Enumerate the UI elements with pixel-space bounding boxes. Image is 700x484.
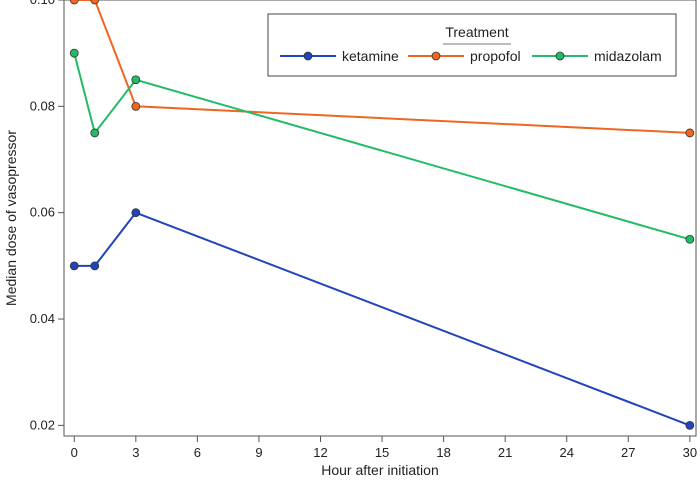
plot-frame [63,0,697,437]
series-ketamine [69,208,695,430]
data-point-propofol [685,128,695,138]
legend-label-midazolam: midazolam [594,48,662,64]
series-line-midazolam [73,52,691,241]
data-point-propofol [90,0,100,5]
legend-marker-ketamine [303,51,313,61]
x-axis: 0 3 6 9 12 15 18 21 24 27 30 [71,436,697,460]
y-axis: 0.02 0.04 0.06 0.08 0.10 [30,0,64,432]
x-tick-label: 18 [436,445,450,460]
y-tick-label: 0.02 [30,417,55,432]
x-tick-label: 15 [375,445,389,460]
legend-marker-propofol [431,51,441,61]
x-tick-label: 6 [194,445,201,460]
x-tick-label: 24 [559,445,573,460]
legend-title: Treatment [445,24,508,40]
y-tick-label: 0.04 [30,311,55,326]
x-tick-label: 0 [71,445,78,460]
data-point-midazolam [69,48,79,58]
series-propofol [69,0,695,138]
x-tick-label: 3 [132,445,139,460]
data-point-propofol [131,101,141,111]
x-tick-label: 9 [255,445,262,460]
legend-box [267,13,677,77]
x-tick-label: 27 [621,445,635,460]
y-tick-label: 0.10 [30,0,55,7]
data-point-midazolam [131,75,141,85]
series-line-ketamine [74,211,691,427]
y-tick-label: 0.06 [30,205,55,220]
series-midazolam [69,48,695,244]
x-tick-label: 12 [313,445,327,460]
data-point-ketamine [131,208,141,218]
y-tick-label: 0.08 [30,98,55,113]
legend-label-ketamine: ketamine [342,48,399,64]
series-line-propofol [74,0,690,134]
x-axis-label: Hour after initiation [321,462,439,478]
data-point-ketamine [90,261,100,271]
data-point-midazolam [90,128,100,138]
data-point-midazolam [685,234,695,244]
legend-label-propofol: propofol [470,48,521,64]
x-tick-label: 21 [498,445,512,460]
data-point-ketamine [685,420,695,430]
data-point-propofol [69,0,79,5]
legend: Treatment ketamine propofol midazolam [267,13,677,77]
series-layer [69,0,695,430]
data-point-ketamine [69,261,79,271]
legend-marker-midazolam [555,51,565,61]
x-tick-label: 30 [683,445,697,460]
y-axis-label: Median dose of vasopressor [3,130,19,306]
